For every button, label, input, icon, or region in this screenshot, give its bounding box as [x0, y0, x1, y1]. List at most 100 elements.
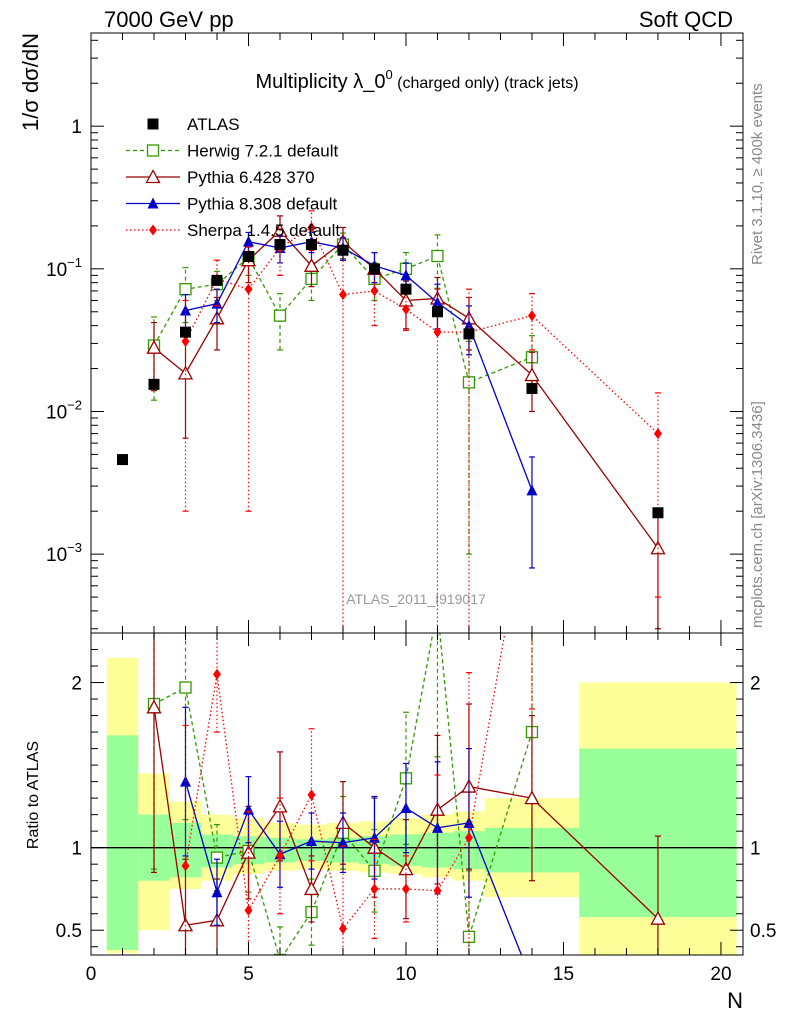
ratio-data-point	[464, 832, 473, 844]
chart-title-sub: (charged only) (track jets)	[393, 75, 579, 92]
y-tick-label-base: 1	[71, 117, 82, 138]
main-data-point	[179, 283, 192, 296]
main-data-point	[181, 335, 190, 347]
main-data-point	[303, 257, 320, 272]
main-data-point	[462, 376, 476, 389]
y-tick-label: 10−1	[46, 255, 82, 281]
x-axis-label: N	[727, 988, 743, 1013]
legend-marker	[147, 118, 159, 130]
ratio-uncertainty-bands	[106, 657, 737, 955]
main-data-point	[211, 274, 223, 286]
ratio-data-point	[181, 860, 190, 872]
main-data-point	[305, 239, 317, 251]
main-series-pythia-8-308-default	[179, 231, 538, 569]
process-label: Soft QCD	[639, 7, 733, 32]
main-data-point	[148, 378, 160, 390]
energy-label: 7000 GeV pp	[104, 7, 234, 32]
ratio-data-point	[337, 836, 349, 848]
main-data-point	[526, 484, 538, 496]
main-data-point	[338, 289, 347, 301]
legend-marker	[145, 169, 161, 184]
ratio-data-point	[244, 904, 253, 916]
ratio-y-tick-label: 1	[71, 839, 82, 860]
ratio-data-point	[370, 883, 379, 895]
main-data-point	[368, 263, 380, 275]
main-data-point	[242, 251, 254, 263]
legend: ATLAS Herwig 7.2.1 default Pythia 6.428 37…	[126, 115, 340, 240]
chart-title: Multiplicity λ_00 (charged only) (track …	[255, 67, 578, 93]
y-tick-label-exponent: −1	[67, 255, 82, 270]
ratio-y-axis-label: Ratio to ATLAS	[25, 741, 42, 849]
legend-entry: Pythia 6.428 370	[126, 168, 315, 187]
main-data-point	[244, 283, 253, 295]
ratio-data-point	[431, 821, 443, 833]
ratio-data-point	[307, 789, 316, 801]
ratio-series-sherpa-1-4-5-default	[181, 633, 535, 955]
rivet-side-label: Rivet 3.1.10, ≥ 400k events	[749, 83, 766, 265]
ratio-data-point	[400, 802, 412, 814]
ratio-data-point	[303, 881, 320, 896]
ratio-data-point	[179, 681, 192, 694]
main-data-point	[431, 249, 444, 263]
ratio-stat-band	[106, 735, 139, 951]
legend-entry: Pythia 8.308 default	[126, 195, 338, 214]
legend-entry: Sherpa 1.4.5 default	[126, 221, 340, 240]
ratio-y-tick-label-right: 0.5	[750, 921, 776, 942]
main-data-point	[146, 339, 162, 354]
ratio-data-point	[526, 975, 537, 986]
ratio-y-tick-label: 2	[71, 674, 82, 695]
main-data-point	[401, 303, 410, 315]
ratio-data-point	[650, 910, 666, 925]
ratio-data-point	[524, 790, 540, 805]
main-data-point	[337, 244, 349, 256]
y-tick-label-base: 10	[46, 402, 67, 423]
legend-marker	[146, 144, 160, 157]
legend-label: ATLAS	[187, 115, 240, 134]
legend-label: Sherpa 1.4.5 default	[187, 221, 340, 240]
ratio-y-tick-label-right: 2	[750, 674, 761, 695]
main-data-point	[274, 239, 286, 251]
x-tick-label: 20	[710, 964, 731, 985]
main-data-point	[370, 285, 379, 297]
y-tick-label-base: 10	[46, 260, 67, 281]
ratio-data-point	[272, 798, 288, 813]
main-data-point	[527, 310, 536, 322]
ratio-y-tick-label: 0.5	[56, 921, 82, 942]
main-data-point	[653, 428, 662, 440]
main-data-point	[242, 235, 254, 247]
ratio-data-point	[433, 885, 442, 897]
legend-entry: Herwig 7.2.1 default	[126, 142, 338, 161]
y-tick-label-base: 10	[46, 545, 67, 566]
mcplots-side-label: mcplots.cern.ch [arXiv:1306.3436]	[749, 401, 766, 628]
main-series-line	[185, 240, 533, 491]
main-data-point	[400, 269, 412, 281]
main-data-point	[116, 454, 128, 466]
main-data-point	[211, 297, 223, 309]
legend-marker	[149, 224, 157, 236]
ratio-data-point	[462, 930, 476, 943]
ratio-data-point	[401, 883, 410, 895]
y-axis-label: 1/σ dσ/dN	[18, 33, 43, 131]
legend-label: Herwig 7.2.1 default	[187, 142, 338, 161]
main-data-point	[463, 328, 475, 340]
ratio-data-point	[211, 886, 223, 898]
analysis-label: ATLAS_2011_I919017	[346, 591, 486, 607]
x-tick-label: 0	[86, 964, 97, 985]
ratio-data-point	[273, 953, 287, 955]
main-data-point	[433, 326, 442, 338]
x-tick-label: 5	[243, 964, 254, 985]
y-tick-label: 1	[71, 117, 82, 138]
ratio-data-point	[146, 699, 162, 714]
main-data-point	[307, 221, 316, 233]
ratio-plot-area	[91, 633, 743, 986]
y-tick-label: 10−2	[46, 397, 82, 423]
ratio-y-tick-label-right: 1	[750, 839, 761, 860]
ratio-series-line	[153, 633, 533, 955]
chart-title-sup: 0	[385, 67, 392, 82]
y-tick-label-exponent: −2	[67, 397, 82, 412]
chart-title-main: Multiplicity λ_0	[255, 71, 385, 93]
x-tick-label: 15	[553, 964, 574, 985]
ratio-data-point	[275, 850, 284, 862]
